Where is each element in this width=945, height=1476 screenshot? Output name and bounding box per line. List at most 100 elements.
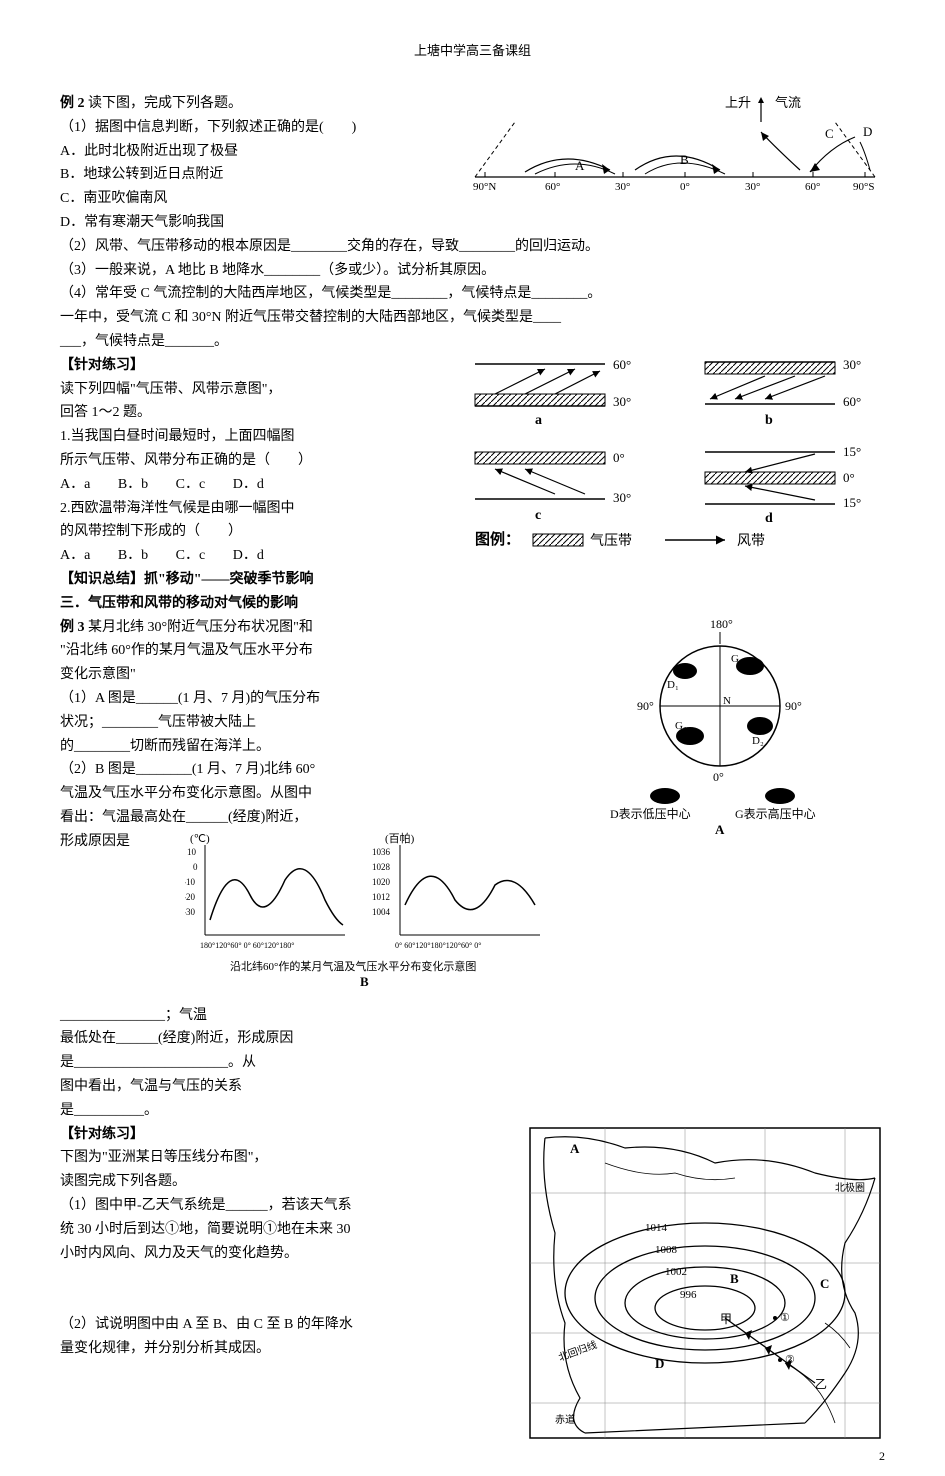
example3-q2h: 是__________。 bbox=[60, 1103, 158, 1118]
svg-text:996: 996 bbox=[680, 1289, 697, 1301]
svg-text:①: ① bbox=[780, 1312, 790, 1324]
practice1-intro1: 读下列四幅"气压带、风带示意图"， bbox=[60, 382, 281, 397]
practice2-block: 1014 1008 1002 996 A B C D 甲 乙 ① ② 北极圈 北… bbox=[60, 1123, 885, 1457]
pressure-sphere-diagram: 180° 90° 90° 0° N D₁ G₁ G₂ D₂ D表示低压中心 bbox=[555, 616, 885, 845]
svg-text:0°: 0° bbox=[613, 450, 625, 465]
svg-text:30°: 30° bbox=[843, 357, 861, 372]
example3-intro2: "沿北纬 60°作的某月气温及气压水平分布 bbox=[60, 643, 313, 658]
svg-text:1008: 1008 bbox=[655, 1244, 678, 1256]
svg-text:90°N: 90°N bbox=[473, 181, 496, 192]
svg-text:15°: 15° bbox=[843, 495, 861, 510]
svg-text:A: A bbox=[575, 158, 585, 173]
svg-text:1014: 1014 bbox=[645, 1222, 668, 1234]
svg-text:A: A bbox=[715, 822, 725, 836]
svg-text:1036: 1036 bbox=[372, 847, 391, 857]
practice2-q1c: 小时内风向、风力及天气的变化趋势。 bbox=[60, 1246, 298, 1261]
page-header: 上塘中学高三备课组 bbox=[60, 40, 885, 62]
svg-text:0°: 0° bbox=[713, 770, 724, 784]
pressure-wind-4panel-diagram: 60° 30° a 30° 60° b bbox=[455, 354, 885, 563]
svg-text:15°: 15° bbox=[843, 444, 861, 459]
svg-text:北极圈: 北极圈 bbox=[835, 1181, 865, 1194]
practice2-q1b: 统 30 小时后到达①地，简要说明①地在未来 30 bbox=[60, 1222, 351, 1237]
svg-text:(百帕): (百帕) bbox=[385, 831, 415, 845]
svg-text:D: D bbox=[863, 124, 872, 139]
svg-text:G₂: G₂ bbox=[675, 720, 687, 732]
svg-text:d: d bbox=[765, 511, 773, 526]
practice2-intro1: 下图为"亚洲某日等压线分布图"， bbox=[60, 1150, 267, 1165]
svg-text:a: a bbox=[535, 413, 542, 428]
practice2-intro2: 读图完成下列各题。 bbox=[60, 1174, 186, 1189]
asia-isobar-map: 1014 1008 1002 996 A B C D 甲 乙 ① ② 北极圈 北… bbox=[525, 1123, 885, 1452]
svg-text:0°: 0° bbox=[843, 470, 855, 485]
example2-q1: （1）据图中信息判断，下列叙述正确的是( ) bbox=[60, 120, 356, 135]
svg-text:(℃): (℃) bbox=[190, 833, 210, 845]
svg-text:-30: -30 bbox=[185, 907, 195, 917]
practice2-q1a: （1）图中甲-乙天气系统是______，若该天气系 bbox=[60, 1198, 352, 1213]
svg-text:G表示高压中心: G表示高压中心 bbox=[735, 806, 816, 821]
example2-block: 上升 气流 A bbox=[60, 92, 885, 354]
svg-text:30°: 30° bbox=[745, 181, 760, 192]
svg-text:-10: -10 bbox=[185, 877, 195, 887]
svg-text:C: C bbox=[825, 126, 834, 141]
svg-text:D₂: D₂ bbox=[752, 735, 764, 747]
svg-text:0° 60°120°180°120°60° 0°: 0° 60°120°180°120°60° 0° bbox=[395, 941, 481, 950]
upflow-label: 上升 bbox=[725, 95, 751, 110]
svg-text:气压带: 气压带 bbox=[590, 533, 632, 549]
svg-text:60°: 60° bbox=[805, 181, 820, 192]
example2-q2: （2）风带、气压带移动的根本原因是________交角的存在，导致_______… bbox=[60, 239, 599, 254]
svg-text:B: B bbox=[730, 1271, 739, 1286]
summary-subtitle: 三．气压带和风带的移动对气候的影响 bbox=[60, 596, 298, 611]
svg-text:60°: 60° bbox=[613, 357, 631, 372]
page-number: 2 bbox=[879, 1446, 885, 1466]
example3-q2a: （2）B 图是________(1 月、7 月)北纬 60° bbox=[60, 762, 315, 777]
practice1-intro2: 回答 1～2 题。 bbox=[60, 405, 151, 420]
svg-text:30°: 30° bbox=[613, 490, 631, 505]
practice1-q1a: 1.当我国白昼时间最短时，上面四幅图 bbox=[60, 429, 295, 444]
svg-text:沿北纬60°作的某月气温及气压水平分布变化示意图: 沿北纬60°作的某月气温及气压水平分布变化示意图 bbox=[230, 959, 476, 973]
summary-title: 【知识总结】抓"移动"——突破季节影响 bbox=[60, 572, 314, 587]
svg-text:C: C bbox=[820, 1276, 829, 1291]
example3-q2b: 气温及气压水平分布变化示意图。从图中 bbox=[60, 786, 312, 801]
svg-text:c: c bbox=[535, 508, 541, 523]
example2-opt-b: B．地球公转到近日点附近 bbox=[60, 167, 223, 182]
example2-q4b: 一年中，受气流 C 和 30°N 附近气压带交替控制的大陆西部地区，气候类型是_… bbox=[60, 310, 561, 325]
example3-block: 180° 90° 90° 0° N D₁ G₁ G₂ D₂ D表示低压中心 bbox=[60, 616, 885, 1123]
practice1-q2b: 的风带控制下形成的（ ） bbox=[60, 524, 242, 539]
example3-title: 例 3 bbox=[60, 620, 85, 635]
svg-text:0: 0 bbox=[193, 862, 198, 872]
example2-opt-c: C．南亚吹偏南风 bbox=[60, 191, 167, 206]
svg-text:90°S: 90°S bbox=[853, 181, 875, 192]
svg-text:图例：: 图例： bbox=[475, 530, 520, 548]
example3-q2f: 是______________________。从 bbox=[60, 1055, 256, 1070]
svg-text:风带: 风带 bbox=[737, 533, 765, 549]
svg-text:30°: 30° bbox=[615, 181, 630, 192]
svg-text:-20: -20 bbox=[185, 892, 195, 902]
svg-text:D: D bbox=[655, 1356, 664, 1371]
svg-text:G₁: G₁ bbox=[731, 653, 743, 665]
svg-text:北回归线: 北回归线 bbox=[557, 1338, 599, 1364]
svg-text:1020: 1020 bbox=[372, 877, 391, 887]
example3-q2e: 最低处在______(经度)附近，形成原因 bbox=[60, 1031, 293, 1046]
svg-text:180°: 180° bbox=[710, 617, 733, 631]
svg-text:10: 10 bbox=[187, 847, 197, 857]
summary-block: 【知识总结】抓"移动"——突破季节影响 三．气压带和风带的移动对气候的影响 bbox=[60, 568, 885, 616]
example2-opt-d: D．常有寒潮天气影响我国 bbox=[60, 215, 224, 230]
example2-q4a: （4）常年受 C 气流控制的大陆西岸地区，气候类型是________，气候特点是… bbox=[60, 286, 601, 301]
practice1-q1b: 所示气压带、风带分布正确的是（ ） bbox=[60, 453, 312, 468]
svg-text:180°120°60° 0° 60°120°180°: 180°120°60° 0° 60°120°180° bbox=[200, 941, 294, 950]
practice1-block: 60° 30° a 30° 60° b bbox=[60, 354, 885, 568]
example2-q4c: ___，气候特点是_______。 bbox=[60, 334, 228, 349]
airflow-label: 气流 bbox=[775, 95, 801, 110]
svg-text:B: B bbox=[360, 974, 369, 989]
example2-intro: 读下图，完成下列各题。 bbox=[88, 96, 242, 111]
example3-q1a: （1）A 图是______(1 月、7 月)的气压分布 bbox=[60, 691, 320, 706]
example2-q3: （3）一般来说，A 地比 B 地降水________（多或少）。试分析其原因。 bbox=[60, 263, 495, 278]
svg-text:1002: 1002 bbox=[665, 1266, 687, 1278]
svg-text:D表示低压中心: D表示低压中心 bbox=[610, 806, 691, 821]
svg-text:B: B bbox=[680, 152, 689, 167]
svg-text:90°: 90° bbox=[785, 699, 802, 713]
svg-text:b: b bbox=[765, 413, 773, 428]
practice2-q2b: 量变化规律，并分别分析其成因。 bbox=[60, 1341, 270, 1356]
svg-text:30°: 30° bbox=[613, 394, 631, 409]
example3-q2g: 图中看出，气温与气压的关系 bbox=[60, 1079, 242, 1094]
